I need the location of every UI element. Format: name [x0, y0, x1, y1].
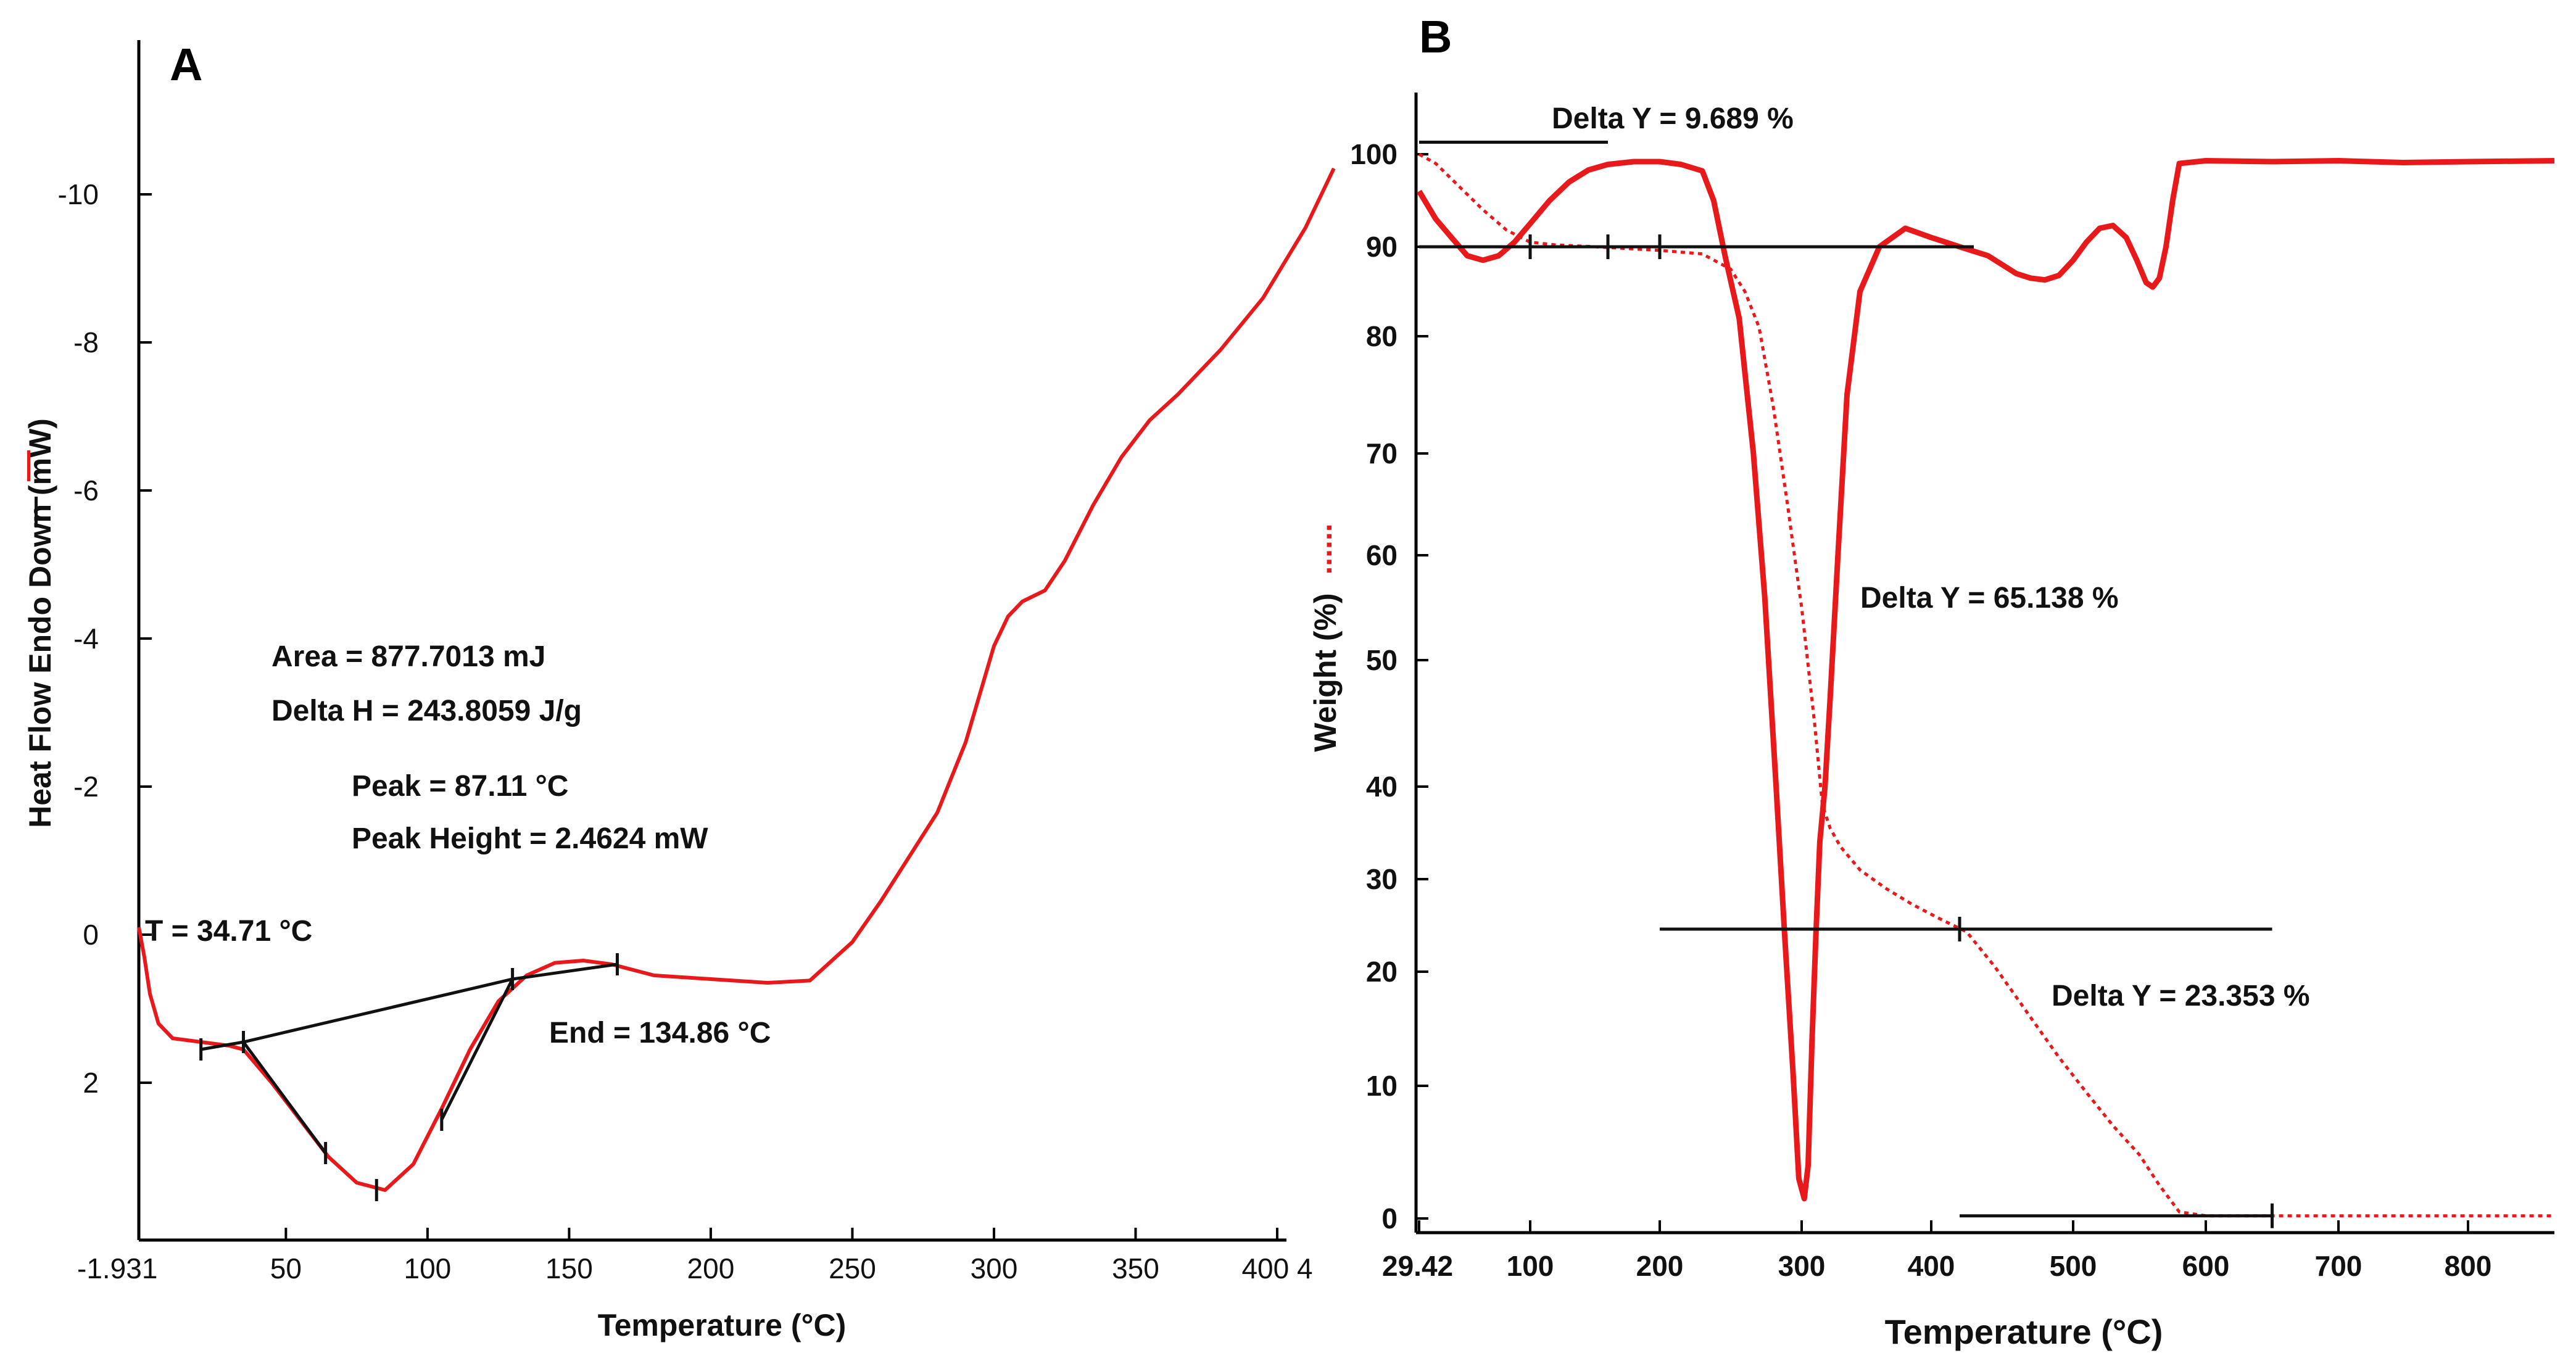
panel-a-x-axis-title: Temperature (°C) — [598, 1308, 846, 1342]
annotation-end: End = 134.86 °C — [549, 1017, 771, 1049]
y-tick-label: -2 — [73, 771, 99, 803]
x-tick-label: 250 — [829, 1252, 876, 1284]
panel-a-dsc-chart: A -10 -8 -6 -4 -2 0 2 -1.931 50 100 150 200 250 300 3… — [9, 39, 1336, 1342]
annotation-peak: Peak = 87.11 °C — [352, 770, 568, 803]
x-tick-label: 800 — [2445, 1250, 2492, 1282]
x-tick-label: 200 — [687, 1252, 735, 1284]
panel-a-legend-black: — — [17, 497, 51, 527]
y-tick-label: 40 — [1366, 771, 1398, 803]
x-tick-label: -1.931 — [77, 1252, 157, 1284]
weight-curve-dotted — [1418, 152, 2554, 1218]
x-tick-label: 29.42 — [1382, 1250, 1453, 1282]
panel-b-step-markers — [1419, 141, 2274, 1228]
y-tick-label: 2 — [83, 1067, 99, 1099]
panel-a-legend-red: — — [9, 450, 44, 481]
y-tick-label: 10 — [1366, 1070, 1398, 1102]
panel-b-y-axis-title: Weight (%) — [1308, 593, 1343, 751]
panel-b-x-axis-title: Temperature (°C) — [1885, 1312, 2163, 1351]
y-tick-label: 0 — [1381, 1202, 1398, 1235]
panel-b-series — [1417, 152, 2555, 1218]
y-tick-label: -6 — [73, 474, 99, 507]
panel-a-x-ticks: -1.931 50 100 150 200 250 300 350 400 4 — [77, 1228, 1313, 1284]
panel-b-letter: B — [1419, 11, 1452, 62]
right-tangent-line — [440, 978, 514, 1121]
panel-a-y-axis-title-group: Heat Flow Endo Down (mW) — [23, 418, 57, 828]
y-tick-label: 50 — [1366, 644, 1398, 676]
x-tick-label: 700 — [2315, 1250, 2363, 1282]
legend-glyph-black: — — [17, 497, 51, 527]
x-tick-label: 200 — [1636, 1250, 1684, 1282]
y-tick-label: 20 — [1366, 956, 1398, 988]
y-tick-label: 70 — [1366, 437, 1398, 469]
y-tick-label: -4 — [73, 622, 99, 655]
x-tick-label: 150 — [545, 1252, 593, 1284]
y-tick-label: 90 — [1366, 231, 1398, 263]
annotation-delta-y-3: Delta Y = 23.353 % — [2052, 980, 2310, 1012]
legend-glyph-dotted: ...... — [1304, 523, 1338, 574]
x-tick-label: 500 — [2050, 1250, 2097, 1282]
y-tick-label: -10 — [58, 178, 99, 210]
panel-a-letter: A — [170, 39, 202, 90]
panel-a-integration-lines — [199, 953, 619, 1201]
x-tick-label: 400 — [1908, 1250, 1955, 1282]
x-tick-label: 50 — [270, 1252, 302, 1284]
x-tick-label: 300 — [1778, 1250, 1826, 1282]
x-tick-label: 300 — [971, 1252, 1018, 1284]
annotation-area: Area = 877.7013 mJ — [271, 640, 545, 673]
derivative-curve-solid — [1417, 158, 2555, 1202]
panel-b-y-axis-title-group: Weight (%) — [1308, 593, 1343, 751]
y-tick-label: 30 — [1366, 863, 1398, 895]
annotation-delta-h: Delta H = 243.8059 J/g — [271, 695, 582, 727]
x-tick-label: 100 — [1507, 1250, 1554, 1282]
x-tick-label: 100 — [404, 1252, 452, 1284]
legend-glyph-red: — — [9, 450, 44, 481]
y-tick-label: -8 — [73, 326, 99, 358]
annotation-peak-height: Peak Height = 2.4624 mW — [352, 822, 708, 855]
annotation-delta-y-2: Delta Y = 65.138 % — [1860, 582, 2119, 614]
panel-a-y-axis-title: Heat Flow Endo Down (mW) — [23, 418, 57, 828]
panel-a-y-ticks: -10 -8 -6 -4 -2 0 2 — [58, 178, 152, 1099]
annotation-delta-y-1: Delta Y = 9.689 % — [1552, 102, 1794, 135]
x-tick-label: 600 — [2182, 1250, 2230, 1282]
x-tick-label: 400 4 — [1241, 1252, 1312, 1284]
y-tick-label: 0 — [83, 919, 99, 951]
y-tick-label: 80 — [1366, 320, 1398, 352]
x-tick-label: 350 — [1112, 1252, 1159, 1284]
y-tick-label: 60 — [1366, 539, 1398, 571]
y-tick-label: 100 — [1350, 138, 1398, 170]
panel-b-legend-dotted: ...... — [1304, 523, 1338, 574]
integration-baseline — [201, 962, 618, 1051]
left-tangent-line — [242, 1041, 327, 1154]
panel-b-x-ticks: 29.42 100 200 300 400 500 600 700 800 — [1382, 1220, 2491, 1282]
annotation-onset-t: T = 34.71 °C — [145, 915, 312, 948]
